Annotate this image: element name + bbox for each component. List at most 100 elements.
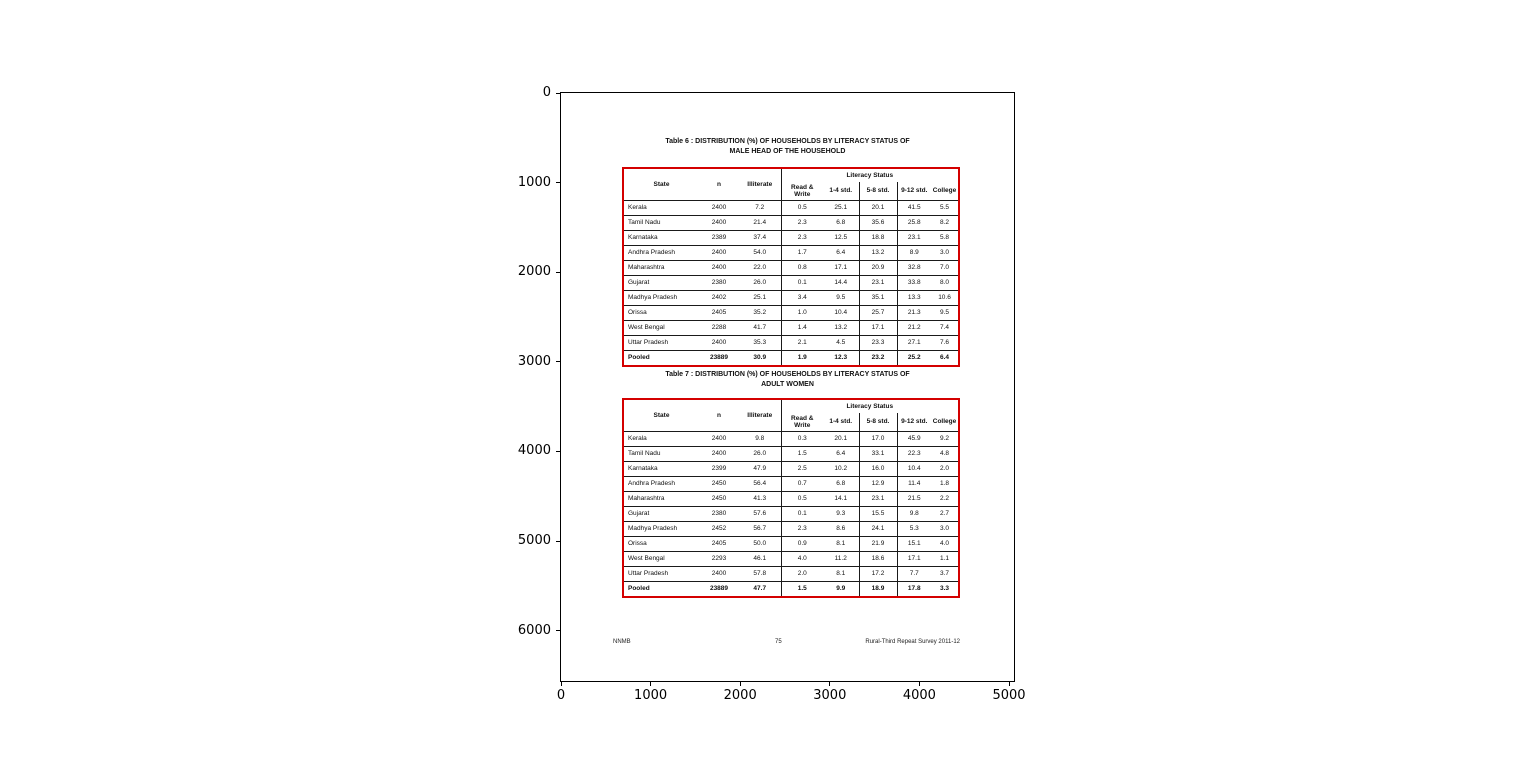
col-header-illiterate: Illiterate [739, 168, 781, 201]
table6-title: Table 6 : DISTRIBUTION (%) OF HOUSEHOLDS… [561, 137, 1014, 157]
value-cell: 41.7 [739, 320, 781, 336]
value-cell: 10.2 [823, 461, 859, 477]
state-cell: Tamil Nadu [623, 446, 699, 462]
state-cell: Maharashtra [623, 260, 699, 276]
value-cell: 8.0 [931, 275, 960, 291]
value-cell: 0.5 [780, 491, 823, 507]
x-axis-tick-mark [1008, 682, 1010, 686]
value-cell: 1.5 [780, 446, 823, 462]
value-cell: 9.3 [823, 506, 859, 522]
state-cell: Uttar Pradesh [623, 566, 699, 582]
value-cell: 15.1 [896, 536, 931, 552]
y-axis-tick-mark [556, 271, 560, 273]
value-cell: 2400 [699, 566, 739, 582]
value-cell: 9.2 [931, 431, 960, 447]
value-cell: 12.9 [858, 476, 897, 492]
value-cell: 23.3 [858, 335, 897, 351]
value-cell: 23.2 [858, 350, 897, 366]
footer-org: NNMB [613, 639, 631, 645]
value-cell: 2400 [699, 431, 739, 447]
value-cell: 2400 [699, 446, 739, 462]
table-row: West Bengal 2293 46.1 4.0 11.2 18.6 17.1 1.1 [623, 551, 960, 567]
state-cell: Karnataka [623, 230, 699, 246]
value-cell: 25.1 [823, 200, 859, 216]
value-cell: 22.3 [896, 446, 931, 462]
table6-title-line1: Table 6 : DISTRIBUTION (%) OF HOUSEHOLDS… [665, 138, 910, 145]
footer-survey: Rural-Third Repeat Survey 2011-12 [865, 639, 960, 645]
value-cell: 4.5 [823, 335, 859, 351]
value-cell: 0.5 [780, 200, 823, 216]
value-cell: 0.9 [780, 536, 823, 552]
value-cell: 21.2 [896, 320, 931, 336]
y-axis-tick-label: 5000 [517, 533, 551, 548]
state-cell: Andhra Pradesh [623, 476, 699, 492]
value-cell: 1.1 [931, 551, 960, 567]
value-cell: 20.1 [858, 200, 897, 216]
value-cell: 2.1 [780, 335, 823, 351]
value-cell: 3.0 [931, 245, 960, 261]
value-cell: 6.8 [823, 476, 859, 492]
value-cell: 2293 [699, 551, 739, 567]
col-header-read-write: Read & Write [780, 413, 823, 432]
x-axis-tick-mark [829, 682, 831, 686]
value-cell: 1.0 [780, 305, 823, 321]
value-cell: 1.9 [780, 350, 823, 366]
value-cell: 7.2 [739, 200, 781, 216]
value-cell: 16.0 [858, 461, 897, 477]
value-cell: 35.3 [739, 335, 781, 351]
table7-title-line1: Table 7 : DISTRIBUTION (%) OF HOUSEHOLDS… [665, 371, 910, 378]
value-cell: 5.5 [931, 200, 960, 216]
col-header-1-4-std: 1-4 std. [823, 413, 859, 432]
value-cell: 2400 [699, 245, 739, 261]
page-footer: NNMB 75 Rural-Third Repeat Survey 2011-1… [561, 639, 1014, 651]
group-header-literacy-status: Literacy Status [780, 399, 960, 413]
y-axis-tick-label: 2000 [517, 264, 551, 280]
state-cell: Gujarat [623, 275, 699, 291]
value-cell: 14.1 [823, 491, 859, 507]
value-cell: 25.7 [858, 305, 897, 321]
value-cell: 4.8 [931, 446, 960, 462]
group-header-literacy-status: Literacy Status [780, 168, 960, 182]
state-cell: Kerala [623, 200, 699, 216]
value-cell: 7.0 [931, 260, 960, 276]
document-page: Table 6 : DISTRIBUTION (%) OF HOUSEHOLDS… [561, 93, 1014, 681]
value-cell: 11.2 [823, 551, 859, 567]
table7-title: Table 7 : DISTRIBUTION (%) OF HOUSEHOLDS… [561, 370, 1014, 390]
value-cell: 2.7 [931, 506, 960, 522]
value-cell: 33.1 [858, 446, 897, 462]
value-cell: 21.4 [739, 215, 781, 231]
table-row: Uttar Pradesh 2400 35.3 2.1 4.5 23.3 27.1 7.6 [623, 335, 960, 351]
y-axis-tick-label: 1000 [517, 174, 551, 190]
col-header-n: n [699, 168, 739, 201]
value-cell: 2288 [699, 320, 739, 336]
value-cell: 2.0 [931, 461, 960, 477]
value-cell: 6.8 [823, 215, 859, 231]
value-cell: 2405 [699, 536, 739, 552]
x-axis-tick-label: 2000 [723, 688, 757, 703]
state-cell: Tamil Nadu [623, 215, 699, 231]
value-cell: 3.7 [931, 566, 960, 582]
value-cell: 2.2 [931, 491, 960, 507]
value-cell: 1.5 [780, 581, 823, 597]
value-cell: 18.6 [858, 551, 897, 567]
state-cell: Karnataka [623, 461, 699, 477]
state-cell: Kerala [623, 431, 699, 447]
table7-title-line2: ADULT WOMEN [761, 381, 814, 389]
value-cell: 35.2 [739, 305, 781, 321]
value-cell: 12.5 [823, 230, 859, 246]
value-cell: 2399 [699, 461, 739, 477]
value-cell: 17.2 [858, 566, 897, 582]
value-cell: 3.4 [780, 290, 823, 306]
y-axis-tick-mark [556, 630, 560, 632]
value-cell: 14.4 [823, 275, 859, 291]
value-cell: 56.4 [739, 476, 781, 492]
col-header-n: n [699, 399, 739, 432]
table-row: Pooled 23889 30.9 1.9 12.3 23.2 25.2 6.4 [623, 350, 959, 366]
table-row: Tamil Nadu 2400 26.0 1.5 6.4 33.1 22.3 4.8 [623, 446, 960, 462]
state-cell: Madhya Pradesh [623, 521, 699, 537]
value-cell: 0.8 [780, 260, 823, 276]
value-cell: 6.4 [823, 245, 859, 261]
col-header-5-8-std: 5-8 std. [858, 182, 897, 201]
state-cell: West Bengal [623, 320, 699, 336]
value-cell: 4.0 [931, 536, 960, 552]
